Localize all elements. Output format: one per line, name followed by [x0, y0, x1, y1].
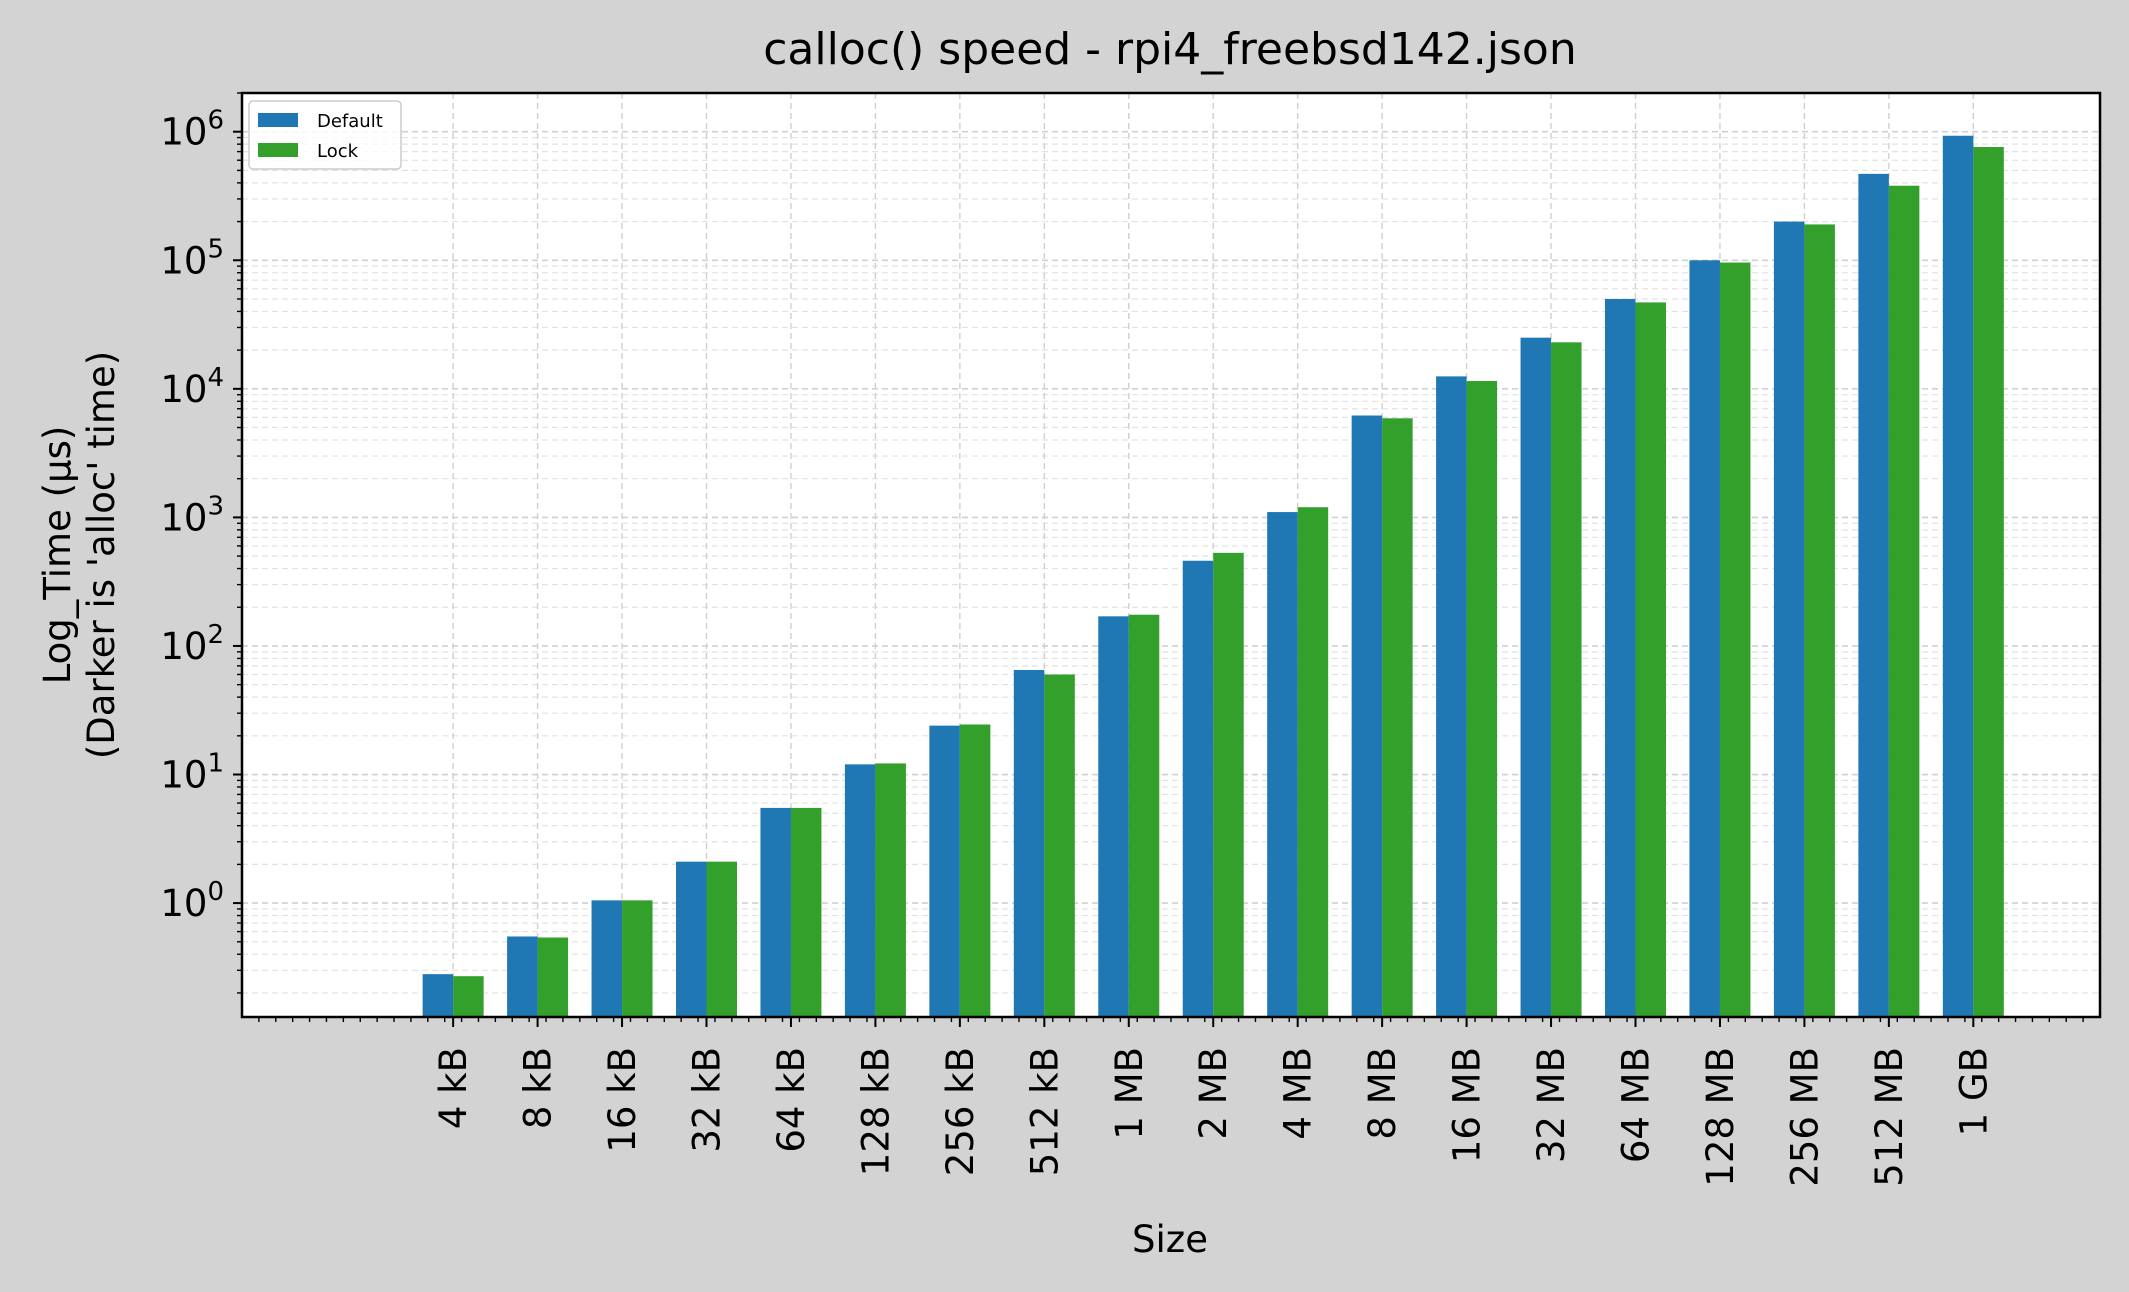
y-tick-label-base: 10 [160, 754, 207, 797]
y-tick-label-exponent: 4 [207, 363, 224, 393]
x-tick-label: 64 kB [770, 1047, 813, 1153]
bar-lock-512kb [1044, 674, 1075, 1017]
bar-default-64mb [1605, 298, 1636, 1017]
bar-default-32kb [676, 861, 707, 1017]
y-tick-label-exponent: 3 [207, 491, 224, 521]
y-tick-label: 105 [160, 234, 224, 282]
bar-default-128mb [1689, 260, 1720, 1017]
bar-default-1gb [1942, 135, 1974, 1018]
bar-lock-4kb [453, 976, 484, 1017]
y-tick-label-exponent: 5 [207, 234, 224, 264]
legend-swatch-lock [258, 143, 298, 157]
bar-default-4kb [422, 974, 454, 1017]
y-tick-label-exponent: 2 [207, 620, 224, 650]
x-tick-label: 256 kB [939, 1047, 982, 1176]
y-tick-label-base: 10 [160, 882, 207, 925]
bar-default-16mb [1436, 376, 1467, 1017]
x-tick-label: 64 MB [1615, 1047, 1658, 1163]
bar-lock-1mb [1128, 614, 1160, 1017]
bar-default-32mb [1520, 337, 1552, 1017]
y-tick-label: 104 [160, 363, 224, 411]
legend-label-lock: Lock [317, 141, 359, 162]
x-axis-label: Size [1132, 1218, 1208, 1261]
bar-lock-16kb [622, 900, 653, 1017]
y-tick-label: 106 [160, 106, 224, 154]
bar-lock-32mb [1551, 342, 1582, 1017]
bar-default-8kb [507, 936, 538, 1017]
bar-lock-512mb [1888, 185, 1920, 1017]
bar-default-16kb [591, 900, 623, 1017]
x-tick-label: 4 kB [432, 1047, 475, 1129]
x-axis: 4 kB 8 kB 16 kB 32 kB 64 kB 128 kB 256 kB 512 k… [258, 1017, 2084, 1187]
y-tick-label-base: 10 [160, 496, 207, 539]
bar-lock-128kb [875, 763, 906, 1017]
bar-lock-64kb [790, 807, 822, 1017]
legend-swatch-default [258, 113, 298, 127]
y-axis-label: Log_Time (µs) (Darker is 'alloc' time) [36, 351, 123, 759]
y-tick-label-base: 10 [160, 111, 207, 154]
y-tick-label-exponent: 1 [207, 749, 224, 779]
x-tick-label: 2 MB [1192, 1047, 1235, 1140]
bar-default-256mb [1773, 221, 1805, 1018]
y-tick-label-base: 10 [160, 239, 207, 282]
chart-title: calloc() speed - rpi4_freebsd142.json [763, 24, 1577, 75]
x-tick-label: 1 MB [1108, 1047, 1151, 1140]
bar-lock-64mb [1635, 302, 1666, 1018]
bar-lock-16mb [1466, 381, 1498, 1017]
y-tick-label-exponent: 0 [207, 877, 224, 907]
bar-default-512mb [1858, 173, 1889, 1017]
x-tick-label: 8 kB [517, 1047, 560, 1129]
x-tick-label: 128 MB [1699, 1047, 1742, 1187]
bar-default-256kb [929, 725, 960, 1017]
x-tick-label: 32 kB [686, 1047, 729, 1153]
bar-lock-1gb [1973, 147, 2004, 1018]
legend-label-default: Default [317, 111, 383, 132]
x-tick-label: 512 MB [1868, 1047, 1911, 1187]
bar-lock-8kb [537, 937, 569, 1017]
legend: Default Lock [248, 100, 402, 170]
x-tick-label: 128 kB [854, 1047, 897, 1176]
bar-default-128kb [844, 764, 876, 1017]
bar-lock-256kb [959, 724, 991, 1017]
bar-lock-4mb [1297, 507, 1329, 1017]
bar-default-64kb [760, 807, 791, 1017]
y-tick-label-base: 10 [160, 368, 207, 411]
x-tick-label: 512 kB [1023, 1047, 1066, 1176]
x-tick-label: 1 GB [1952, 1047, 1995, 1136]
x-tick-label: 8 MB [1361, 1047, 1404, 1140]
x-tick-label: 256 MB [1783, 1047, 1826, 1187]
x-tick-label: 4 MB [1277, 1047, 1320, 1140]
bar-default-4mb [1267, 512, 1298, 1017]
bars [422, 135, 2004, 1018]
bar-default-512kb [1013, 670, 1045, 1017]
y-tick-label-base: 10 [160, 625, 207, 668]
y-axis-label-line2: (Darker is 'alloc' time) [80, 351, 123, 759]
y-axis-label-line1: Log_Time (µs) [36, 426, 79, 685]
bar-default-1mb [1098, 616, 1129, 1017]
y-tick-label: 103 [160, 491, 224, 539]
x-tick-label: 16 MB [1446, 1047, 1489, 1163]
bar-default-8mb [1351, 415, 1383, 1017]
y-tick-label: 100 [160, 877, 224, 925]
bar-default-2mb [1182, 560, 1214, 1017]
bar-lock-128mb [1719, 262, 1751, 1017]
bar-lock-256mb [1804, 224, 1835, 1017]
bar-lock-32kb [706, 861, 737, 1017]
y-tick-label: 102 [160, 620, 224, 668]
x-tick-label: 32 MB [1530, 1047, 1573, 1163]
y-tick-label: 101 [160, 749, 224, 797]
bar-lock-8mb [1382, 418, 1413, 1018]
y-tick-label-exponent: 6 [207, 106, 224, 136]
bar-lock-2mb [1213, 552, 1244, 1017]
x-tick-label: 16 kB [601, 1047, 644, 1153]
